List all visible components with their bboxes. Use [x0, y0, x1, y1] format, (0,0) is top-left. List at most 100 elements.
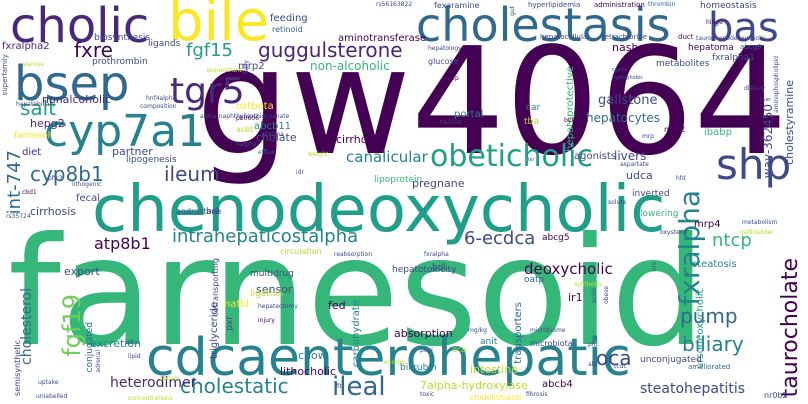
word-sequestrant: sequestrant — [206, 67, 242, 74]
word-pb0606: pb0606 — [236, 115, 259, 122]
word-farnesol: farnesol — [14, 131, 51, 141]
word-icp: icp — [450, 75, 459, 82]
word-lipogenesis: lipogenesis — [126, 155, 177, 165]
word-superfamily: superfamily — [1, 54, 9, 96]
word-int-747: int-747 — [4, 150, 25, 215]
word-cyp8b1: cyp8b1 — [30, 162, 104, 186]
word-concentrations: concentrations — [128, 395, 173, 402]
word-uptake: uptake — [38, 379, 59, 386]
word-serum: serum — [160, 375, 179, 382]
word-mrp4: mrp4 — [694, 219, 721, 230]
word-toxic: toxic — [420, 391, 435, 398]
word-ntcp: ntcp — [712, 230, 752, 251]
word-gut: gut — [509, 6, 516, 16]
word-oxysterol: oxysterol — [660, 229, 688, 236]
word-chenodeoxycholic: chenodeoxycholic — [92, 173, 666, 247]
word-4alpha: 4alpha — [236, 141, 257, 148]
word-lxr: lxr — [528, 157, 535, 163]
word-hepatocytes: hepatocytes — [586, 111, 661, 125]
word-hepatobiliary: hepatobiliary — [16, 101, 56, 108]
word-fibrosis: fibrosis — [526, 391, 548, 398]
word-cholic: cholic — [10, 0, 150, 54]
word-chow: chow — [298, 349, 327, 362]
word-cholesterol: cholesterol — [19, 288, 35, 365]
word-farnesoid: farnesoid — [8, 206, 706, 380]
word-gallbladder: gallbladder — [740, 229, 774, 236]
word-lowering: lowering — [640, 209, 679, 219]
word-rs56163822: rs56163822 — [376, 1, 413, 8]
word-aminophospholipid: aminophospholipid — [773, 56, 780, 113]
word-cbd1: cbd1 — [22, 189, 37, 196]
word-weight: weight — [308, 151, 329, 158]
word-nash: nash — [612, 41, 639, 54]
word-bdl: bdl — [206, 207, 220, 217]
word-export: export — [64, 265, 100, 278]
word-bsep: bsep — [14, 56, 130, 112]
word-hepatoprotective: hepatoprotective — [565, 66, 576, 152]
word-byler: byler — [564, 117, 580, 124]
word-mdr2: mdr2 — [664, 125, 686, 134]
word-obeticholic: obeticholic — [430, 139, 593, 174]
word-semisynthetic: semisynthetic — [13, 340, 22, 396]
word-dietary: dietary — [744, 85, 766, 92]
word-gallstone: gallstone — [598, 93, 658, 108]
word-aminotransferase: aminotransferase — [338, 33, 427, 44]
word-glucose: glucose — [428, 57, 459, 66]
word-inverted: inverted — [632, 189, 670, 199]
word-thrombin: thrombin — [648, 1, 676, 8]
word-atp8b1: atp8b1 — [94, 234, 151, 253]
word-mrp2: mrp2 — [238, 61, 265, 72]
word-retinoid: retinoid — [272, 25, 303, 34]
word-fgf15: fgf15 — [186, 40, 234, 61]
word-aspartate: aspartate — [620, 161, 649, 168]
word-ileum: ileum — [164, 162, 220, 186]
word-ibabp: ibabp — [704, 127, 732, 138]
word-plasma: plasma — [262, 131, 284, 138]
word-partner: partner — [112, 145, 153, 158]
word-metabolism: metabolism — [742, 219, 778, 226]
word-oca: oca — [596, 346, 632, 370]
word-fit: fit — [336, 383, 343, 390]
word-transporters: transporters — [513, 302, 524, 364]
word-cirrhotic: cirrhotic — [336, 133, 381, 146]
word-fgf19: fgf19 — [58, 294, 86, 357]
word-taurine: taurine — [440, 119, 462, 126]
word-androstane: androstane — [176, 207, 222, 216]
word-6-ecdca: 6-ecdca — [464, 228, 536, 249]
word-hinge: hinge — [706, 19, 723, 26]
word-biosynthesis: biosynthesis — [94, 33, 151, 43]
word-livers: livers — [614, 149, 647, 163]
word-unlabelled: unlabelled — [36, 393, 68, 400]
word-ligation: ligation — [250, 289, 284, 299]
word-adrenal: adrenal — [95, 350, 102, 373]
word-ameliorated: ameliorated — [688, 363, 731, 371]
word-asbt: asbt — [236, 125, 254, 134]
word-mg-kg: mg/kg — [468, 327, 487, 334]
word-fxre: fxre — [74, 38, 113, 62]
word-agonists: agonists — [574, 151, 617, 162]
word-fxralpha2: fxralpha2 — [2, 41, 50, 52]
word-nr0b2: nr0b2 — [764, 391, 788, 400]
word-abcb4: abcb4 — [542, 379, 573, 390]
word-taurocholate: taurocholate — [778, 258, 803, 398]
word-intestine: intestine — [470, 363, 518, 376]
word-lithocholic: lithocholic — [280, 365, 337, 378]
word-pfic2: pfic2 — [48, 175, 63, 182]
word-hepg2: hepg2 — [30, 117, 65, 130]
word-cdcaenterohepatic: cdcaenterohepatic — [146, 328, 631, 388]
word-nrs: nrs — [651, 262, 658, 272]
word-taurochenodeoxycholic: taurochenodeoxycholic — [696, 35, 766, 42]
word-dca: dca — [452, 345, 467, 354]
word-hydrophobic: hydrophobic — [612, 75, 644, 81]
word-metabolites: metabolites — [656, 59, 710, 69]
word-lithogenic: lithogenic — [72, 181, 102, 188]
word-cholestasis: cholestasis — [416, 0, 671, 52]
word-alt: alt — [126, 339, 134, 346]
word-circulation: circulation — [280, 247, 322, 256]
word-tetrachloride: tetrachloride — [602, 33, 648, 41]
word-fecal: fecal — [76, 193, 101, 204]
word-steatosis: steatosis — [692, 259, 737, 270]
word-solute: solute — [608, 199, 627, 206]
word-synthesis: synthesis — [574, 281, 603, 288]
